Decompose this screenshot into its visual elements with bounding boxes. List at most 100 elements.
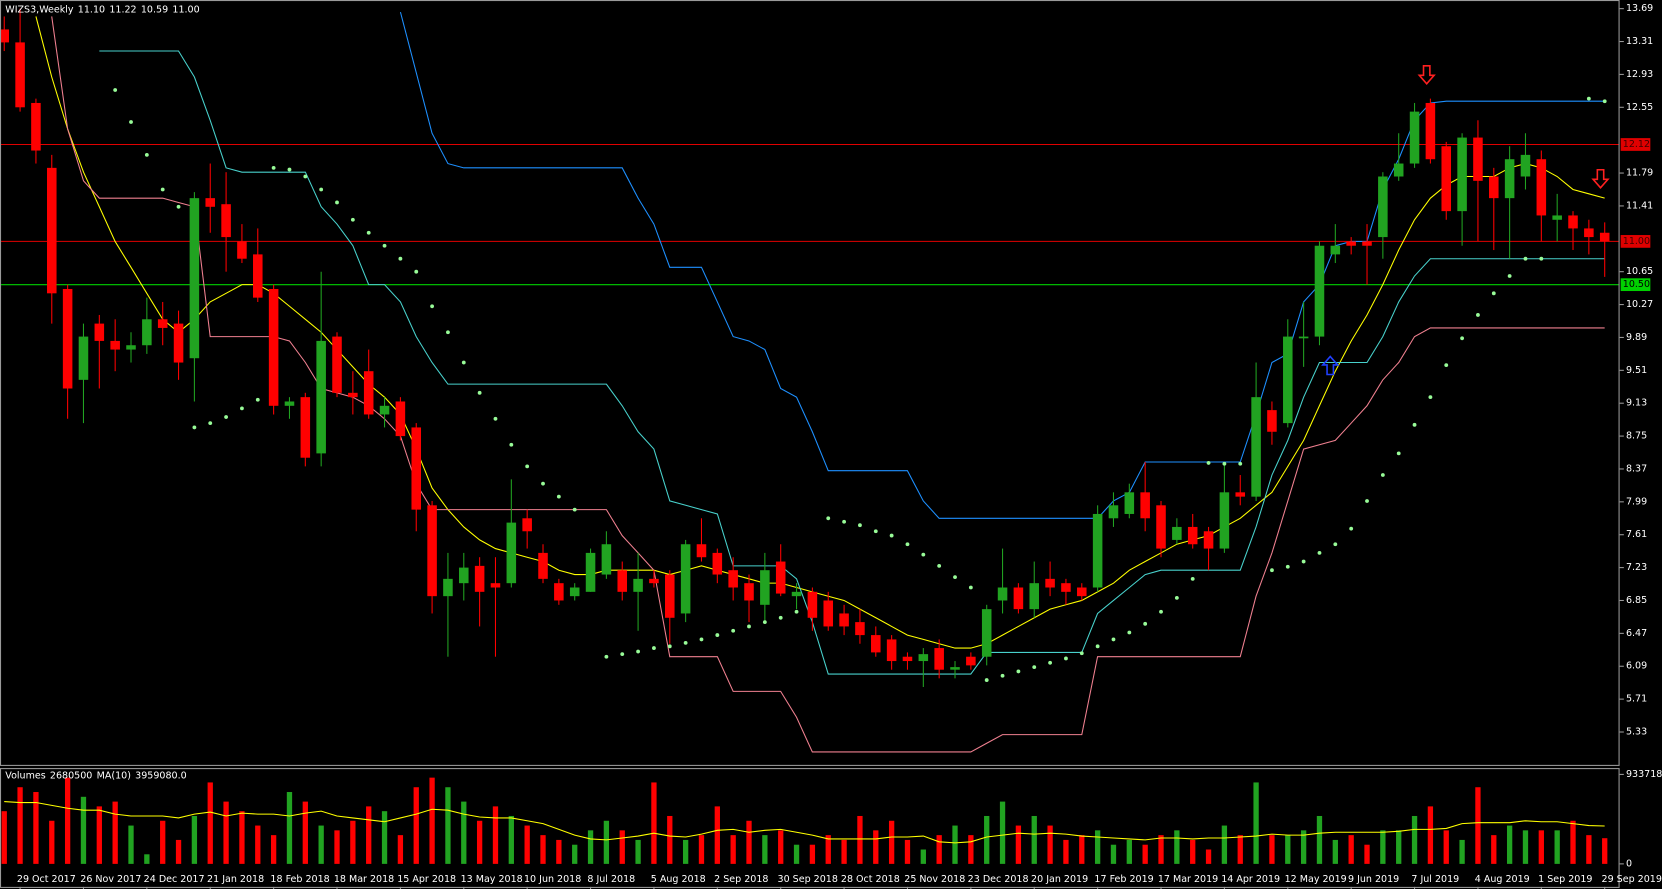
candle-body — [918, 654, 929, 662]
candle-body — [633, 578, 643, 592]
candle-body — [142, 319, 152, 346]
x-tick-label: 18 Mar 2018 — [334, 874, 394, 885]
y-tick-label: 12.55 — [1626, 102, 1653, 113]
volume-bar — [888, 820, 895, 864]
y-tick-label: 7.23 — [1626, 562, 1647, 573]
volume-ma-label: MA(10) — [97, 770, 131, 781]
y-tick-label: 8.37 — [1626, 463, 1647, 474]
indicator-line — [51, 16, 1605, 753]
candle-body — [94, 323, 105, 341]
candle-body — [665, 574, 675, 618]
volume-bar — [825, 835, 831, 864]
candle-body — [1267, 410, 1277, 432]
volume-bar — [1047, 825, 1053, 864]
sar-dot — [652, 646, 656, 650]
candle-body — [855, 622, 865, 636]
sar-dot — [350, 217, 355, 222]
sar-dot — [382, 243, 387, 248]
volume-bar — [461, 801, 467, 864]
sar-dot — [1444, 363, 1449, 368]
x-tick-label: 17 Mar 2019 — [1158, 874, 1218, 885]
volume-bar — [1332, 839, 1338, 864]
x-tick-label: 21 Jan 2018 — [207, 874, 264, 885]
volume-bar — [1142, 844, 1148, 864]
candle-body — [981, 609, 992, 657]
candle-body — [253, 254, 263, 298]
price-panel — [0, 8, 1620, 753]
volume-bar — [556, 839, 562, 864]
x-tick-label: 24 Dec 2017 — [144, 874, 205, 885]
volume-bar — [1316, 815, 1323, 864]
volume-bar — [1079, 835, 1085, 864]
sar-dot — [1301, 559, 1306, 564]
x-tick-label: 13 May 2018 — [461, 874, 523, 885]
volume-bar — [1031, 815, 1037, 864]
sar-dot — [1380, 473, 1385, 477]
indicator-line — [35, 16, 1605, 649]
candle-body — [744, 583, 754, 601]
volume-bar — [1094, 830, 1101, 864]
candle-body — [1457, 137, 1467, 212]
volume-bar — [1459, 839, 1465, 864]
price-frame — [0, 0, 1620, 766]
sar-dot — [477, 390, 482, 395]
candle-body — [1029, 583, 1040, 610]
candle-body — [1156, 505, 1166, 549]
volume-bar — [778, 830, 784, 864]
volume-bar — [1443, 830, 1449, 864]
candle-body — [1346, 241, 1356, 246]
volume-bar — [318, 825, 324, 864]
volume-bar — [667, 815, 673, 864]
level-label-box — [1620, 278, 1651, 292]
volume-bar — [17, 787, 23, 864]
volume-bar — [492, 806, 499, 864]
sar-dot — [303, 174, 308, 179]
volume-bar — [80, 796, 87, 864]
sar-dot — [1270, 568, 1274, 573]
volume-bar — [1300, 830, 1307, 864]
ohlc-label: 11.00 — [172, 4, 199, 15]
candle-body — [474, 565, 485, 592]
volume-bar — [476, 820, 483, 864]
sar-dot — [715, 633, 720, 638]
chart-header: WIZS3,Weekly 11.10 11.22 10.59 11.00 — [5, 4, 199, 15]
candle-body — [1013, 587, 1024, 610]
volume-bar — [1522, 830, 1529, 864]
candle-body — [427, 505, 437, 597]
candle-body — [173, 323, 184, 363]
x-tick-label: 15 Apr 2018 — [397, 874, 456, 885]
volume-bar — [841, 839, 847, 864]
x-tick-label: 1 Sep 2019 — [1538, 874, 1592, 885]
volume-bar — [968, 835, 974, 864]
sar-dot — [224, 415, 228, 419]
y-tick-label: 12.93 — [1626, 69, 1653, 80]
sar-dot — [1507, 274, 1512, 278]
ohlc-label: 10.59 — [141, 4, 168, 15]
volume-bar — [524, 825, 530, 864]
sar-dot — [541, 481, 545, 486]
x-tick-label: 8 Jul 2018 — [587, 874, 635, 885]
sar-dot — [984, 678, 989, 682]
candle-body — [760, 570, 770, 605]
candle-body — [538, 552, 548, 579]
candle-body — [617, 570, 628, 592]
volume-bar — [1475, 787, 1481, 864]
sar-dot — [731, 628, 736, 633]
candle-body — [1536, 159, 1547, 216]
candle-body — [1172, 526, 1182, 540]
x-tick-label: 2 Sep 2018 — [714, 874, 768, 885]
volume-bar — [445, 787, 451, 864]
volume-bar — [1380, 830, 1386, 864]
sar-dot — [129, 120, 133, 124]
volume-bar — [587, 830, 594, 864]
y-tick-label: 0 — [1626, 858, 1632, 869]
sar-dot — [1523, 256, 1528, 261]
volume-bar — [1063, 839, 1069, 864]
sar-dot — [1032, 665, 1037, 670]
candle-body — [15, 42, 25, 108]
sar-dot — [1428, 395, 1433, 400]
volume-bar — [619, 830, 625, 864]
candle-body — [554, 583, 564, 601]
symbol-title: WIZS3,Weekly — [5, 4, 74, 15]
volume-bar — [96, 806, 102, 864]
